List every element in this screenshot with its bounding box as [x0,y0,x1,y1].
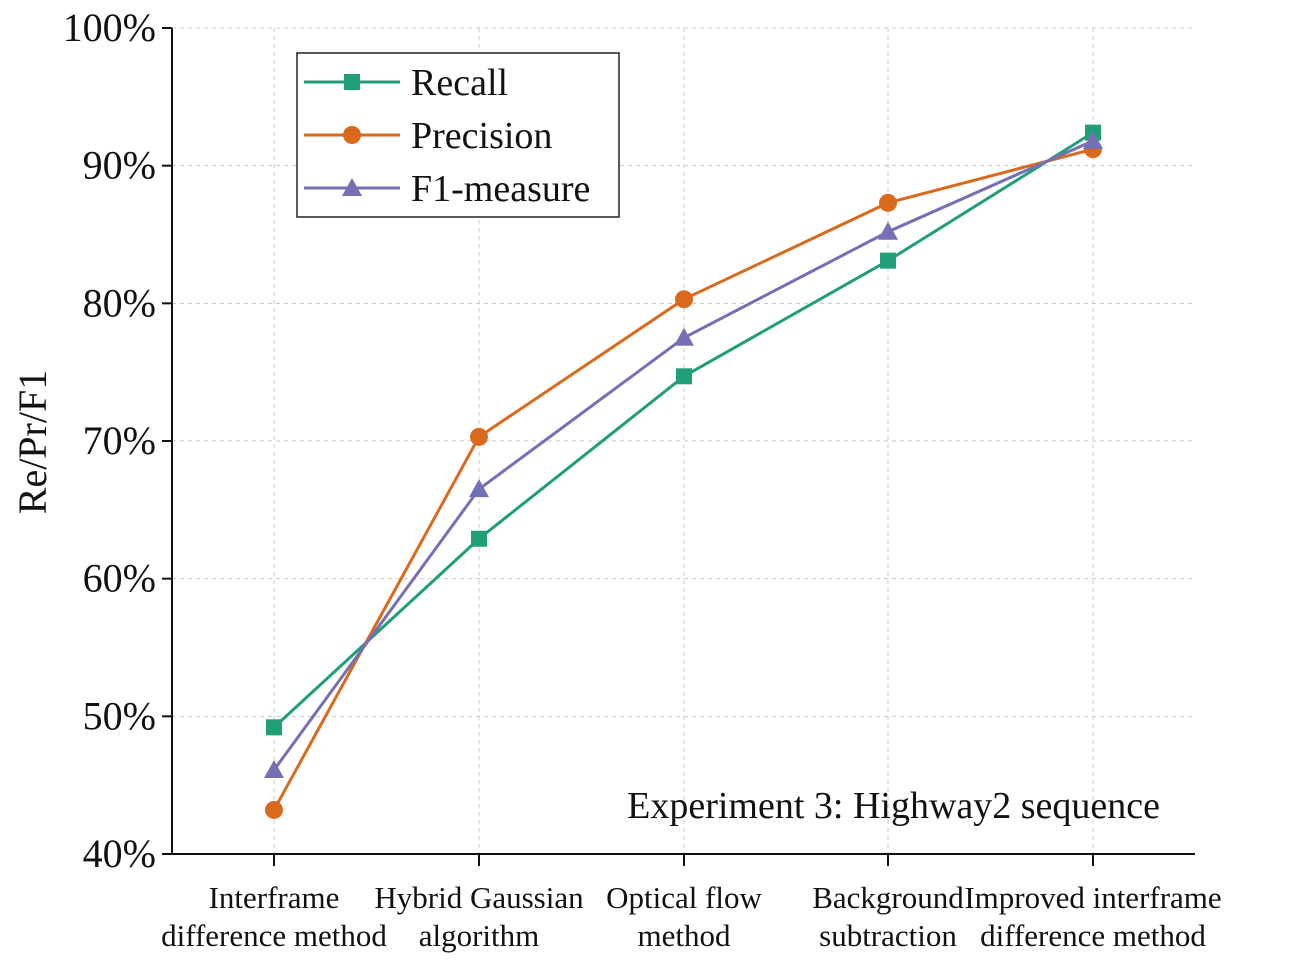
legend-marker [342,178,362,196]
x-tick-label: Background subtraction [812,880,964,953]
y-axis-title: Re/Pr/F1 [10,370,55,514]
precision-point [675,290,693,309]
legend-label: Recall [411,62,508,104]
legend-entry-f1-measure: F1-measure [304,168,590,210]
recall-point [266,719,282,736]
x-tick-label: Optical flow method [606,880,762,953]
recall-point [471,530,487,547]
precision-point [879,193,897,212]
f1-measure-point [674,327,694,346]
grid-lines [172,27,1195,854]
precision-point [470,427,488,446]
legend-marker [344,74,360,90]
series-f1-measure [264,130,1103,779]
y-tick-label: 70% [83,418,156,463]
series-layer [264,124,1103,819]
legend-entry-precision: Precision [304,115,552,157]
legend-label: Precision [411,115,552,157]
legend: Recall Precision F1-measure [296,52,620,218]
recall-point [880,252,896,269]
x-tick-label: Improved interframe difference method [964,880,1221,953]
precision-point [265,800,283,819]
f1-measure-point [878,221,898,240]
chart-annotation: Experiment 3: Highway2 sequence [627,785,1160,827]
legend-marker [343,126,361,144]
y-tick-label: 40% [83,831,156,876]
y-tick-label: 60% [83,556,156,601]
y-tick-label: 100% [63,5,156,50]
legend-label: F1-measure [411,168,590,210]
x-tick-label: Hybrid Gaussian algorithm [374,880,584,953]
recall-point [676,368,692,385]
f1-measure-point [469,479,489,498]
f1-measure-point [1083,130,1103,149]
axes: 40% 50% 60% 70% 80% 90% 100% Interframe differen… [63,5,1222,953]
series-recall [266,124,1101,736]
legend-entry-recall: Recall [304,62,508,104]
y-tick-label: 90% [83,143,156,188]
y-tick-label: 50% [83,693,156,738]
f1-measure-point [264,760,284,779]
y-tick-label: 80% [83,280,156,325]
x-tick-label: Interframe difference method [161,880,387,953]
